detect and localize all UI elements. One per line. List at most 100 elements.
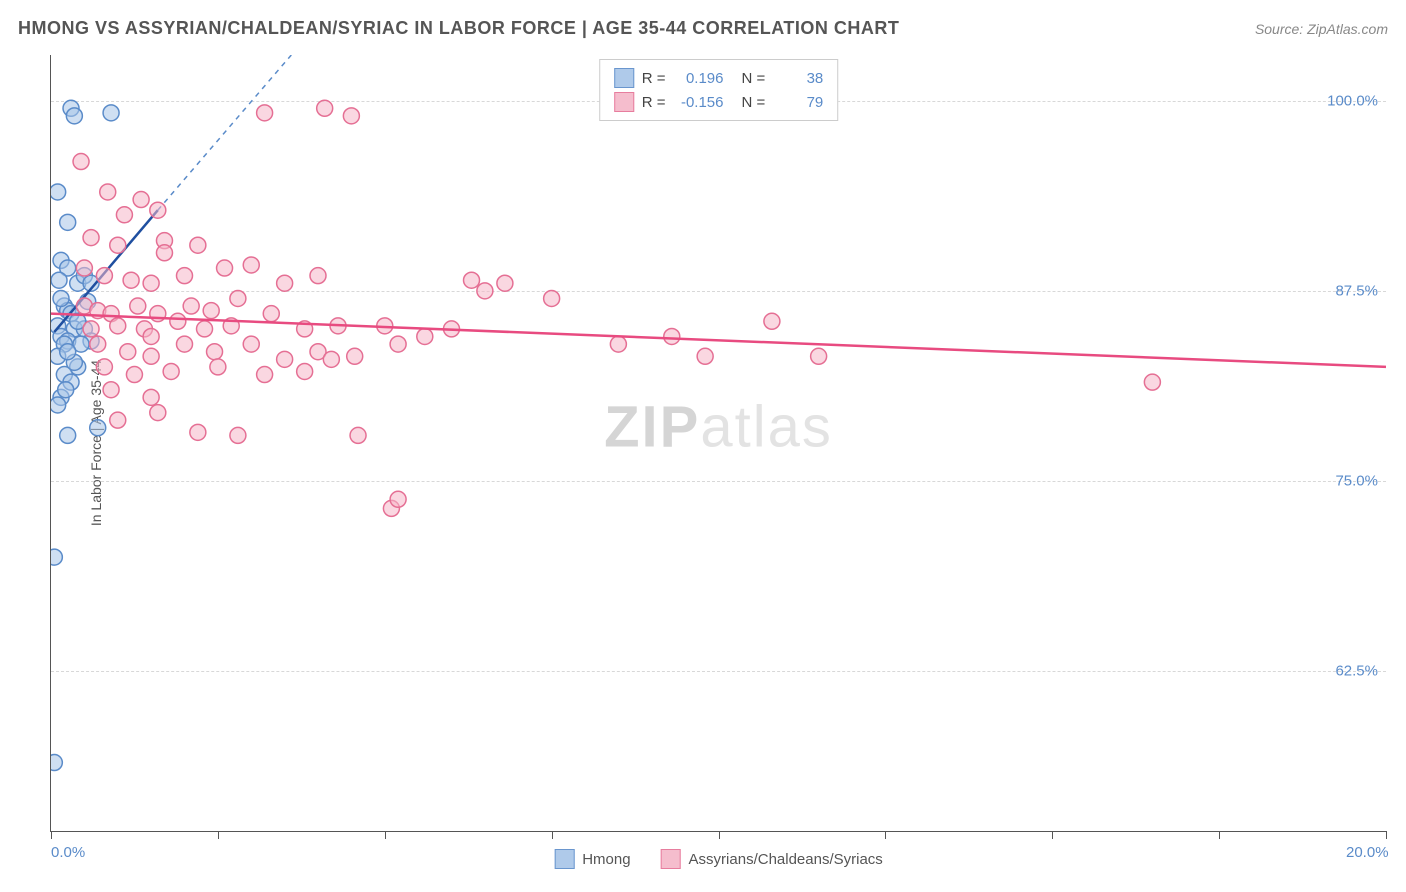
- x-tick: [1052, 831, 1053, 839]
- data-point: [110, 412, 126, 428]
- data-point: [297, 363, 313, 379]
- n-label: N =: [742, 94, 766, 111]
- data-point: [190, 424, 206, 440]
- data-point: [464, 272, 480, 288]
- data-point: [343, 108, 359, 124]
- data-point: [90, 336, 106, 352]
- data-point: [116, 207, 132, 223]
- data-point: [544, 290, 560, 306]
- data-point: [697, 348, 713, 364]
- data-point: [277, 275, 293, 291]
- data-point: [163, 363, 179, 379]
- data-point: [143, 389, 159, 405]
- legend-item-hmong: Hmong: [554, 849, 630, 869]
- x-tick: [719, 831, 720, 839]
- data-point: [257, 367, 273, 383]
- series-legend: Hmong Assyrians/Chaldeans/Syriacs: [554, 849, 883, 869]
- data-point: [143, 348, 159, 364]
- n-value-assyrian: 79: [773, 94, 823, 111]
- scatter-svg: [51, 55, 1386, 831]
- data-point: [73, 154, 89, 170]
- legend-swatch-assyrian-icon: [661, 849, 681, 869]
- x-tick: [385, 831, 386, 839]
- data-point: [764, 313, 780, 329]
- chart-source: Source: ZipAtlas.com: [1255, 21, 1388, 37]
- data-point: [156, 245, 172, 261]
- x-tick: [218, 831, 219, 839]
- r-value-assyrian: -0.156: [674, 94, 724, 111]
- x-tick: [51, 831, 52, 839]
- data-point: [277, 351, 293, 367]
- data-point: [417, 328, 433, 344]
- data-point: [96, 359, 112, 375]
- data-point: [477, 283, 493, 299]
- legend-row-assyrian: R = -0.156 N = 79: [614, 90, 824, 114]
- data-point: [103, 382, 119, 398]
- x-tick: [885, 831, 886, 839]
- n-value-hmong: 38: [773, 70, 823, 87]
- data-point: [323, 351, 339, 367]
- data-point: [243, 336, 259, 352]
- legend-label-assyrian: Assyrians/Chaldeans/Syriacs: [689, 851, 883, 868]
- data-point: [51, 755, 62, 771]
- data-point: [83, 321, 99, 337]
- legend-swatch-hmong: [614, 68, 634, 88]
- data-point: [190, 237, 206, 253]
- data-point: [51, 397, 66, 413]
- legend-item-assyrian: Assyrians/Chaldeans/Syriacs: [661, 849, 883, 869]
- data-point: [243, 257, 259, 273]
- data-point: [664, 328, 680, 344]
- chart-plot-area: In Labor Force | Age 35-44 ZIPatlas R = …: [50, 55, 1386, 832]
- x-tick: [1386, 831, 1387, 839]
- data-point: [610, 336, 626, 352]
- data-point: [60, 344, 76, 360]
- data-point: [177, 336, 193, 352]
- data-point: [310, 268, 326, 284]
- data-point: [317, 100, 333, 116]
- data-point: [210, 359, 226, 375]
- x-tick: [1219, 831, 1220, 839]
- legend-label-hmong: Hmong: [582, 851, 630, 868]
- legend-swatch-assyrian: [614, 92, 634, 112]
- data-point: [133, 192, 149, 208]
- r-value-hmong: 0.196: [674, 70, 724, 87]
- data-point: [53, 290, 69, 306]
- x-tick: [552, 831, 553, 839]
- data-point: [90, 420, 106, 436]
- data-point: [66, 108, 82, 124]
- data-point: [120, 344, 136, 360]
- r-label: R =: [642, 94, 666, 111]
- data-point: [76, 260, 92, 276]
- r-label: R =: [642, 70, 666, 87]
- data-point: [263, 306, 279, 322]
- data-point: [1144, 374, 1160, 390]
- data-point: [143, 328, 159, 344]
- data-point: [60, 214, 76, 230]
- data-point: [51, 549, 62, 565]
- data-point: [197, 321, 213, 337]
- data-point: [110, 318, 126, 334]
- data-point: [58, 382, 74, 398]
- data-point: [207, 344, 223, 360]
- data-point: [51, 272, 67, 288]
- data-point: [230, 427, 246, 443]
- data-point: [126, 367, 142, 383]
- data-point: [811, 348, 827, 364]
- data-point: [390, 491, 406, 507]
- data-point: [203, 303, 219, 319]
- data-point: [103, 105, 119, 121]
- legend-swatch-hmong-icon: [554, 849, 574, 869]
- data-point: [170, 313, 186, 329]
- data-point: [183, 298, 199, 314]
- data-point: [143, 275, 159, 291]
- x-tick-label: 20.0%: [1346, 844, 1389, 861]
- data-point: [60, 427, 76, 443]
- data-point: [130, 298, 146, 314]
- chart-header: HMONG VS ASSYRIAN/CHALDEAN/SYRIAC IN LAB…: [18, 18, 1388, 39]
- data-point: [100, 184, 116, 200]
- data-point: [177, 268, 193, 284]
- x-tick-label: 0.0%: [51, 844, 85, 861]
- data-point: [217, 260, 233, 276]
- data-point: [150, 405, 166, 421]
- chart-title: HMONG VS ASSYRIAN/CHALDEAN/SYRIAC IN LAB…: [18, 18, 899, 39]
